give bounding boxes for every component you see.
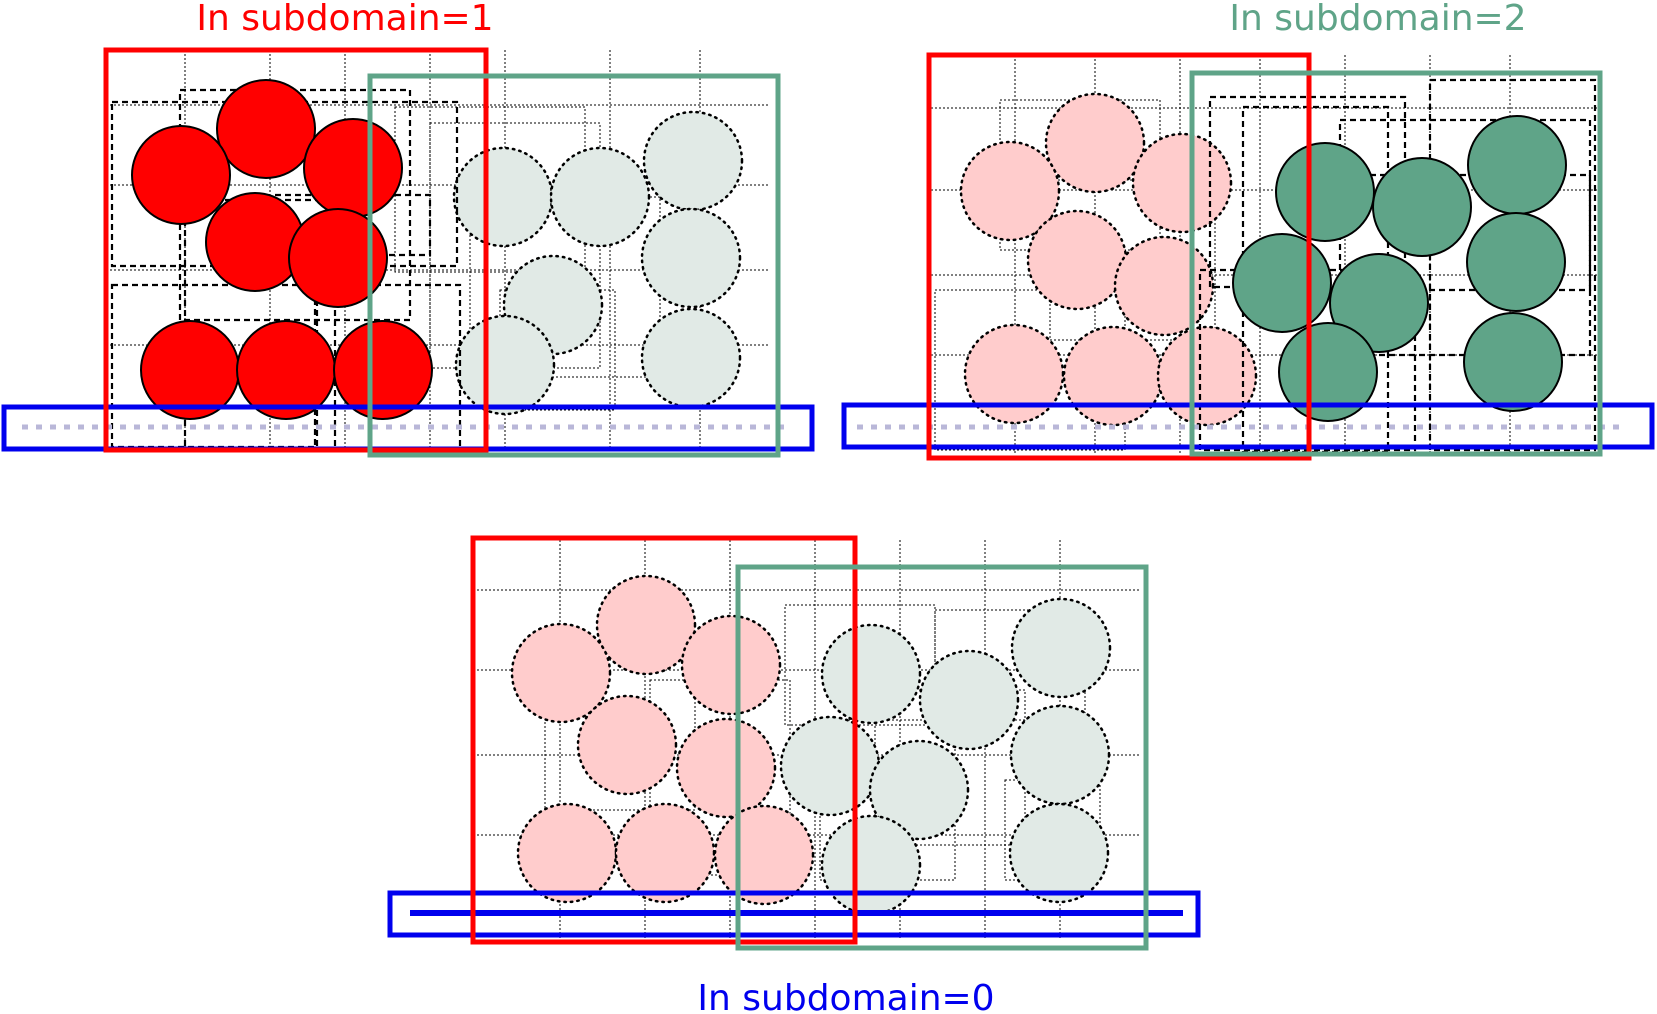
- p2-blue-boundary-box: [841, 402, 1655, 450]
- p0-faded-red-circle-0: [595, 574, 697, 676]
- p1-faded-green-circle-2: [549, 146, 651, 248]
- p0-red-frame: [470, 535, 858, 945]
- p2-green-circle-5: [1466, 212, 1566, 312]
- p2-faded-red-circle-3: [1026, 209, 1128, 311]
- p2-green-circle-2: [1372, 157, 1472, 257]
- p1-red-circle-2: [303, 118, 403, 218]
- p2-red-frame: [926, 52, 1312, 461]
- p2-green-circle-6: [1278, 322, 1378, 422]
- p0-faded-green-circle-1: [820, 623, 922, 725]
- p0-faded-green-circle-7: [820, 814, 922, 916]
- p0-faded-red-circle-5: [516, 802, 618, 904]
- p0-faded-green-circle-4: [1009, 704, 1111, 806]
- p1-faded-green-circle-6: [454, 314, 556, 416]
- p2-green-circle-7: [1463, 312, 1563, 412]
- p2-faded-red-circle-7: [1156, 325, 1258, 427]
- p1-green-frame: [367, 73, 781, 458]
- p0-faded-green-circle-3: [779, 715, 881, 817]
- p0-faded-red-circle-7: [713, 804, 815, 906]
- p2-faded-red-circle-5: [963, 323, 1065, 425]
- p1-red-circle-4: [288, 208, 388, 308]
- p0-blue-boundary-box: [387, 890, 1201, 938]
- p0-faded-red-circle-3: [576, 694, 678, 796]
- p0-green-frame: [735, 564, 1149, 951]
- p2-green-circle-0: [1467, 115, 1567, 215]
- p2-green-circle-4: [1329, 253, 1429, 353]
- p0-faded-green-circle-5: [868, 739, 970, 841]
- p0-faded-red-circle-6: [614, 802, 716, 904]
- p0-faded-red-circle-4: [675, 717, 777, 819]
- p1-red-circle-1: [131, 125, 231, 225]
- p2-faded-red-circle-6: [1062, 325, 1164, 427]
- panel-subdomain-1: [1, 47, 815, 458]
- caption-subdomain-1: In subdomain=1: [196, 0, 493, 39]
- panel-subdomain-2: [841, 52, 1655, 461]
- p2-faded-red-circle-4: [1113, 235, 1215, 337]
- caption-subdomain-2: In subdomain=2: [1229, 0, 1526, 39]
- p0-faded-green-circle-6: [1008, 802, 1110, 904]
- p2-faded-red-circle-1: [959, 140, 1061, 242]
- p1-red-circle-6: [236, 320, 336, 420]
- p1-faded-green-circle-5: [640, 307, 742, 409]
- p0-faded-red-circle-1: [510, 622, 612, 724]
- p2-green-circle-3: [1232, 233, 1332, 333]
- p1-faded-green-circle-1: [452, 146, 554, 248]
- p0-faded-green-circle-0: [1010, 597, 1112, 699]
- p2-faded-red-circle-0: [1044, 92, 1146, 194]
- p2-dashed-tile-3: [1428, 78, 1597, 452]
- p1-red-frame: [103, 47, 489, 453]
- p1-faded-green-circle-3: [640, 207, 742, 309]
- p1-red-circle-5: [140, 320, 240, 420]
- p0-faded-green-circle-2: [918, 649, 1020, 751]
- p2-green-circle-1: [1275, 142, 1375, 242]
- p1-red-circle-7: [333, 320, 433, 420]
- p2-faded-red-circle-2: [1131, 132, 1233, 234]
- panel-subdomain-0: [387, 535, 1201, 951]
- p1-red-circle-3: [205, 192, 305, 292]
- caption-subdomain-0: In subdomain=0: [697, 978, 994, 1014]
- p1-faded-green-circle-0: [642, 110, 744, 212]
- p2-green-frame: [1189, 70, 1603, 457]
- p1-red-circle-0: [216, 79, 316, 179]
- p0-faded-red-circle-2: [680, 614, 782, 716]
